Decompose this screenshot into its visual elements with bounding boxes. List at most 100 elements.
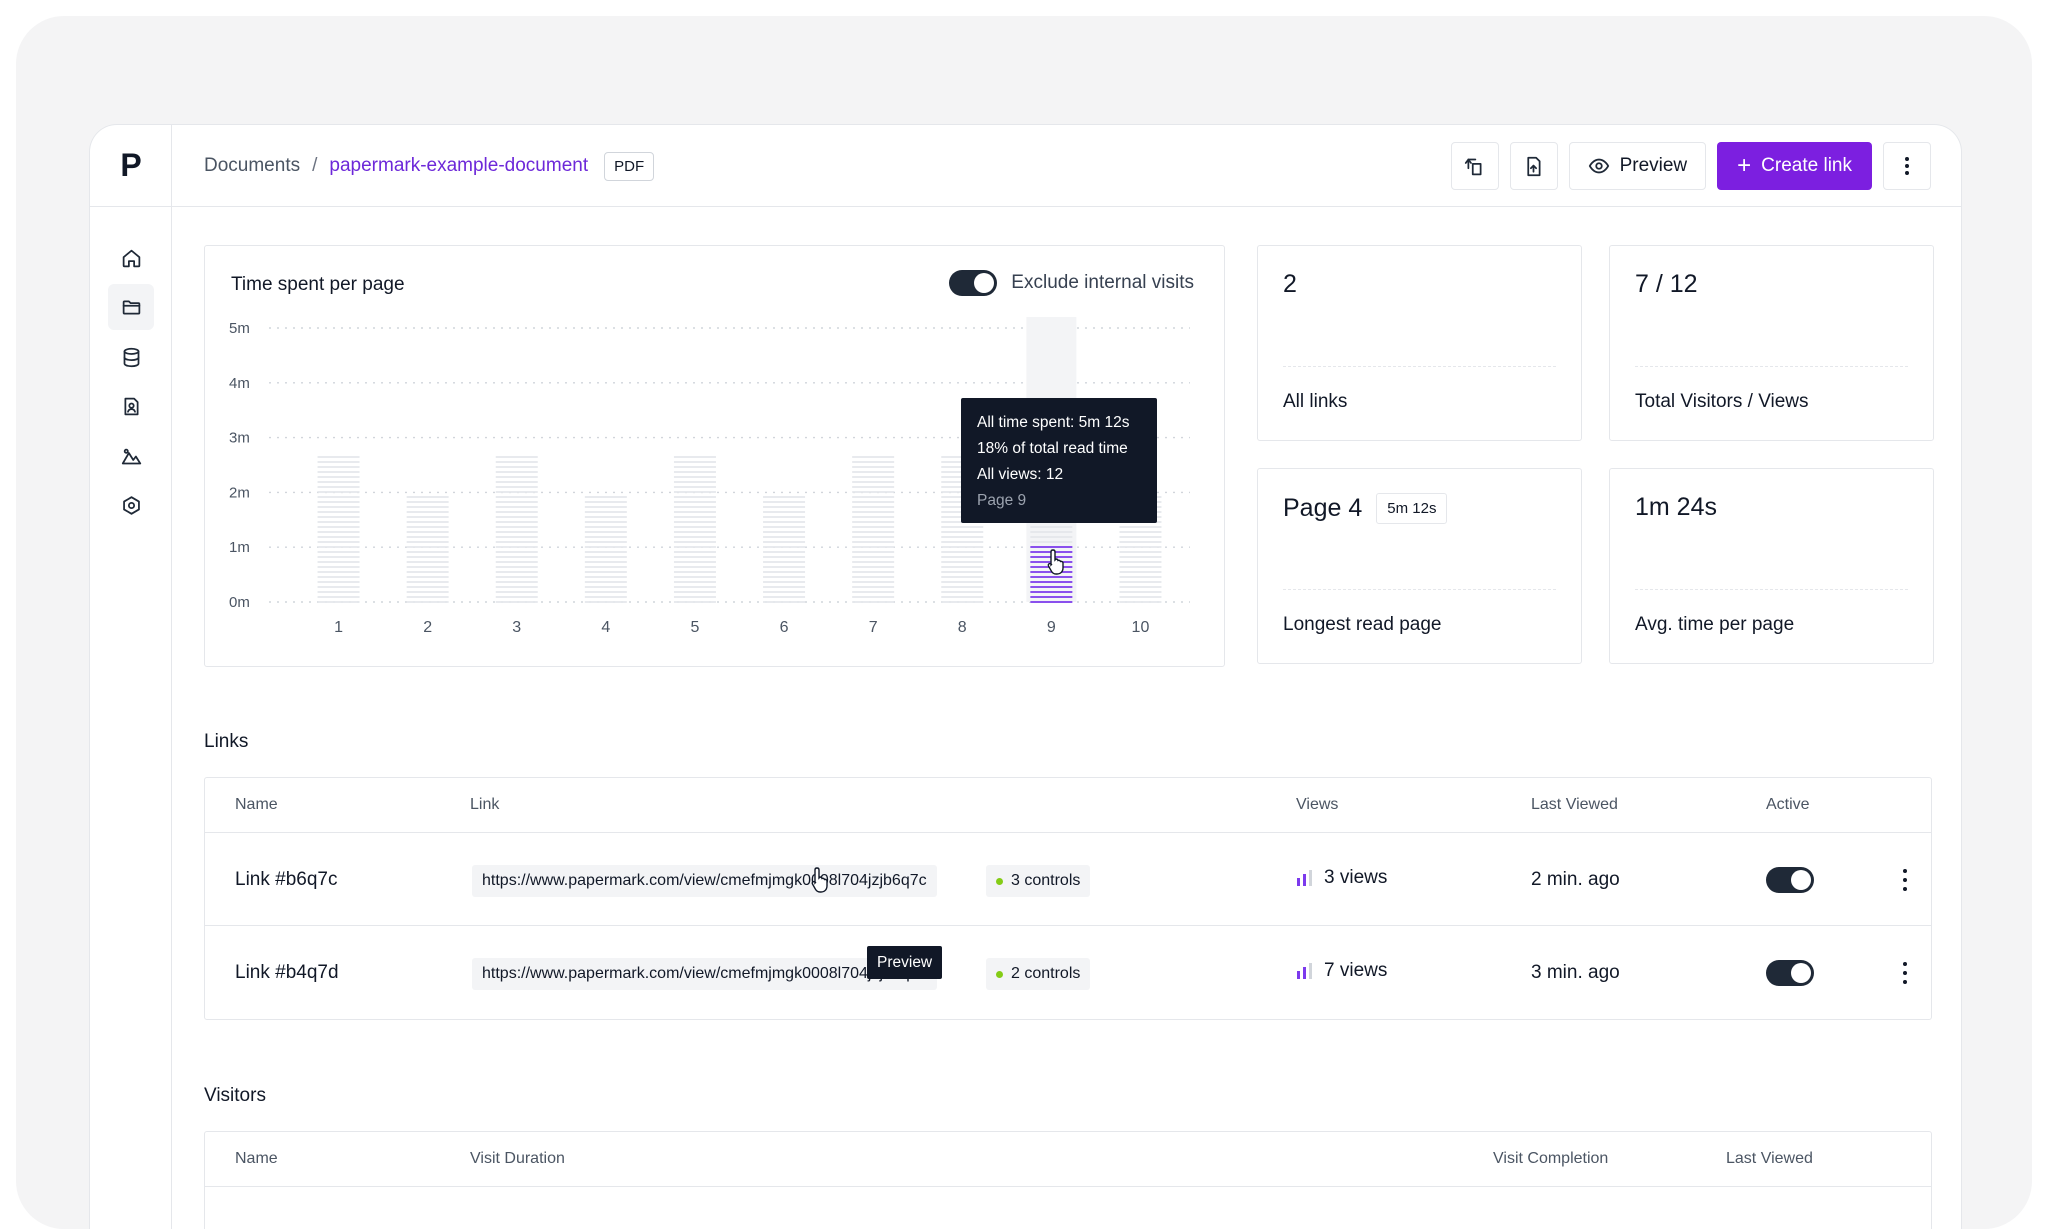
- y-tick-label: 0m: [229, 594, 250, 611]
- exclude-internal-label: Exclude internal visits: [1011, 272, 1194, 293]
- link-active-toggle[interactable]: [1766, 960, 1814, 986]
- breadcrumb-separator: /: [312, 155, 318, 176]
- x-tick-label: 10: [1132, 619, 1150, 636]
- stat-longest-value-row: Page 4 5m 12s: [1283, 493, 1448, 524]
- column-name[interactable]: Name: [235, 1150, 278, 1167]
- links-table: Name Link Views Last Viewed Active Link …: [204, 777, 1932, 1020]
- hand-cursor-icon: [1047, 549, 1064, 575]
- sidebar-item-branding[interactable]: [108, 433, 154, 479]
- x-tick-label: 5: [690, 619, 699, 636]
- app-logo[interactable]: P: [90, 125, 172, 207]
- tooltip-percent: 18% of total read time: [977, 440, 1128, 457]
- contact-file-icon: [124, 397, 138, 415]
- settings-hexagon-icon: [122, 495, 140, 515]
- link-last-viewed: 3 min. ago: [1531, 962, 1620, 983]
- hand-cursor-icon: [811, 867, 828, 893]
- preview-button-label: Preview: [1619, 155, 1688, 176]
- time-per-page-card: Time spent per page Exclude internal vis…: [204, 245, 1225, 667]
- file-swap-button[interactable]: [1450, 142, 1499, 190]
- stat-links-label: All links: [1283, 391, 1348, 412]
- sidebar-item-contacts[interactable]: [108, 383, 154, 429]
- bar: [763, 492, 805, 602]
- x-tick-label: 4: [601, 619, 610, 636]
- link-controls-label: 3 controls: [1011, 872, 1081, 889]
- bar: [674, 457, 716, 602]
- x-tick-label: 6: [780, 619, 789, 636]
- stat-divider: [1635, 366, 1908, 367]
- bar: [496, 457, 538, 602]
- stat-avg-label: Avg. time per page: [1635, 614, 1795, 635]
- visitors-table: Name Visit Duration Visit Completion Las…: [204, 1131, 1932, 1229]
- x-tick-label: 2: [423, 619, 432, 636]
- y-tick-label: 4m: [229, 375, 250, 392]
- row-more-button[interactable]: [1895, 869, 1915, 891]
- sidebar-item-home[interactable]: [108, 235, 154, 281]
- app-window: P Documents / papermark-example-document…: [89, 124, 1962, 1229]
- column-visit-completion[interactable]: Visit Completion: [1493, 1150, 1609, 1167]
- column-last-viewed[interactable]: Last Viewed: [1726, 1150, 1813, 1167]
- sidebar-item-datarooms[interactable]: [108, 334, 154, 380]
- tooltip-time-spent: All time spent: 5m 12s: [977, 414, 1130, 431]
- create-link-button[interactable]: + Create link: [1717, 142, 1872, 190]
- column-active[interactable]: Active: [1766, 796, 1810, 813]
- folder-icon: [122, 300, 140, 314]
- link-views-label: 7 views: [1324, 960, 1388, 981]
- link-controls-badge[interactable]: 3 controls: [986, 865, 1091, 897]
- bar-chart-icon: [1297, 963, 1312, 979]
- eye-icon: [1588, 158, 1609, 174]
- chart-tooltip: All time spent: 5m 12s 18% of total read…: [961, 398, 1157, 523]
- stat-visitors-label: Total Visitors / Views: [1635, 391, 1809, 412]
- mountain-image-icon: [121, 448, 141, 464]
- link-controls-badge[interactable]: 2 controls: [986, 958, 1091, 990]
- tooltip-page: Page 9: [977, 492, 1027, 509]
- link-url[interactable]: https://www.papermark.com/view/cmefmjmgk…: [472, 865, 937, 897]
- link-url[interactable]: https://www.papermark.com/view/cmefmjmgk…: [472, 958, 937, 990]
- column-visit-duration[interactable]: Visit Duration: [470, 1150, 565, 1167]
- sidebar: P: [90, 125, 172, 1229]
- bar: [852, 457, 894, 602]
- plus-icon: +: [1737, 152, 1752, 179]
- breadcrumb-documents[interactable]: Documents: [204, 155, 301, 176]
- file-upload-icon: [1527, 156, 1541, 176]
- link-views-label: 3 views: [1324, 867, 1388, 888]
- stat-links-value: 2: [1283, 270, 1297, 298]
- exclude-internal-toggle[interactable]: [949, 270, 998, 296]
- link-views[interactable]: 3 views: [1296, 867, 1387, 889]
- link-name[interactable]: Link #b6q7c: [235, 869, 338, 890]
- link-name[interactable]: Link #b4q7d: [235, 962, 339, 983]
- sidebar-item-settings[interactable]: [108, 482, 154, 528]
- column-name[interactable]: Name: [235, 796, 278, 813]
- row-more-button[interactable]: [1895, 962, 1915, 984]
- link-active-toggle[interactable]: [1766, 867, 1814, 893]
- top-header: Documents / papermark-example-document P…: [172, 125, 1961, 207]
- stat-longest-value: Page 4: [1283, 494, 1363, 522]
- y-tick-label: 3m: [229, 430, 250, 447]
- upload-version-button[interactable]: [1509, 142, 1558, 190]
- create-link-label: Create link: [1761, 155, 1852, 176]
- document-title[interactable]: papermark-example-document: [329, 155, 589, 176]
- sidebar-item-documents[interactable]: [108, 284, 154, 330]
- column-link[interactable]: Link: [470, 796, 500, 813]
- column-views[interactable]: Views: [1296, 796, 1339, 813]
- stat-divider: [1635, 589, 1908, 590]
- table-row[interactable]: Link #b6q7c https://www.papermark.com/vi…: [205, 833, 1931, 926]
- table-row[interactable]: Link #b4q7d https://www.papermark.com/vi…: [205, 926, 1931, 1019]
- visitors-table-header: Name Visit Duration Visit Completion Las…: [205, 1132, 1931, 1187]
- preview-button[interactable]: Preview: [1568, 142, 1707, 190]
- y-tick-label: 1m: [229, 539, 250, 556]
- more-options-button[interactable]: [1883, 142, 1931, 190]
- x-tick-label: 3: [512, 619, 521, 636]
- file-swap-icon: [1464, 158, 1482, 175]
- tooltip-views: All views: 12: [977, 466, 1064, 483]
- preview-tooltip: Preview: [867, 946, 943, 979]
- x-tick-label: 8: [958, 619, 967, 636]
- bar-chart-icon: [1297, 870, 1312, 886]
- link-views[interactable]: 7 views: [1296, 960, 1387, 982]
- column-last-viewed[interactable]: Last Viewed: [1531, 796, 1618, 813]
- stat-card-avg-time: 1m 24s Avg. time per page: [1609, 468, 1934, 664]
- stat-avg-value: 1m 24s: [1635, 493, 1717, 521]
- file-type-badge: PDF: [604, 151, 655, 181]
- links-table-header: Name Link Views Last Viewed Active: [205, 778, 1931, 833]
- links-section-title: Links: [204, 731, 249, 752]
- status-dot-icon: [996, 970, 1003, 978]
